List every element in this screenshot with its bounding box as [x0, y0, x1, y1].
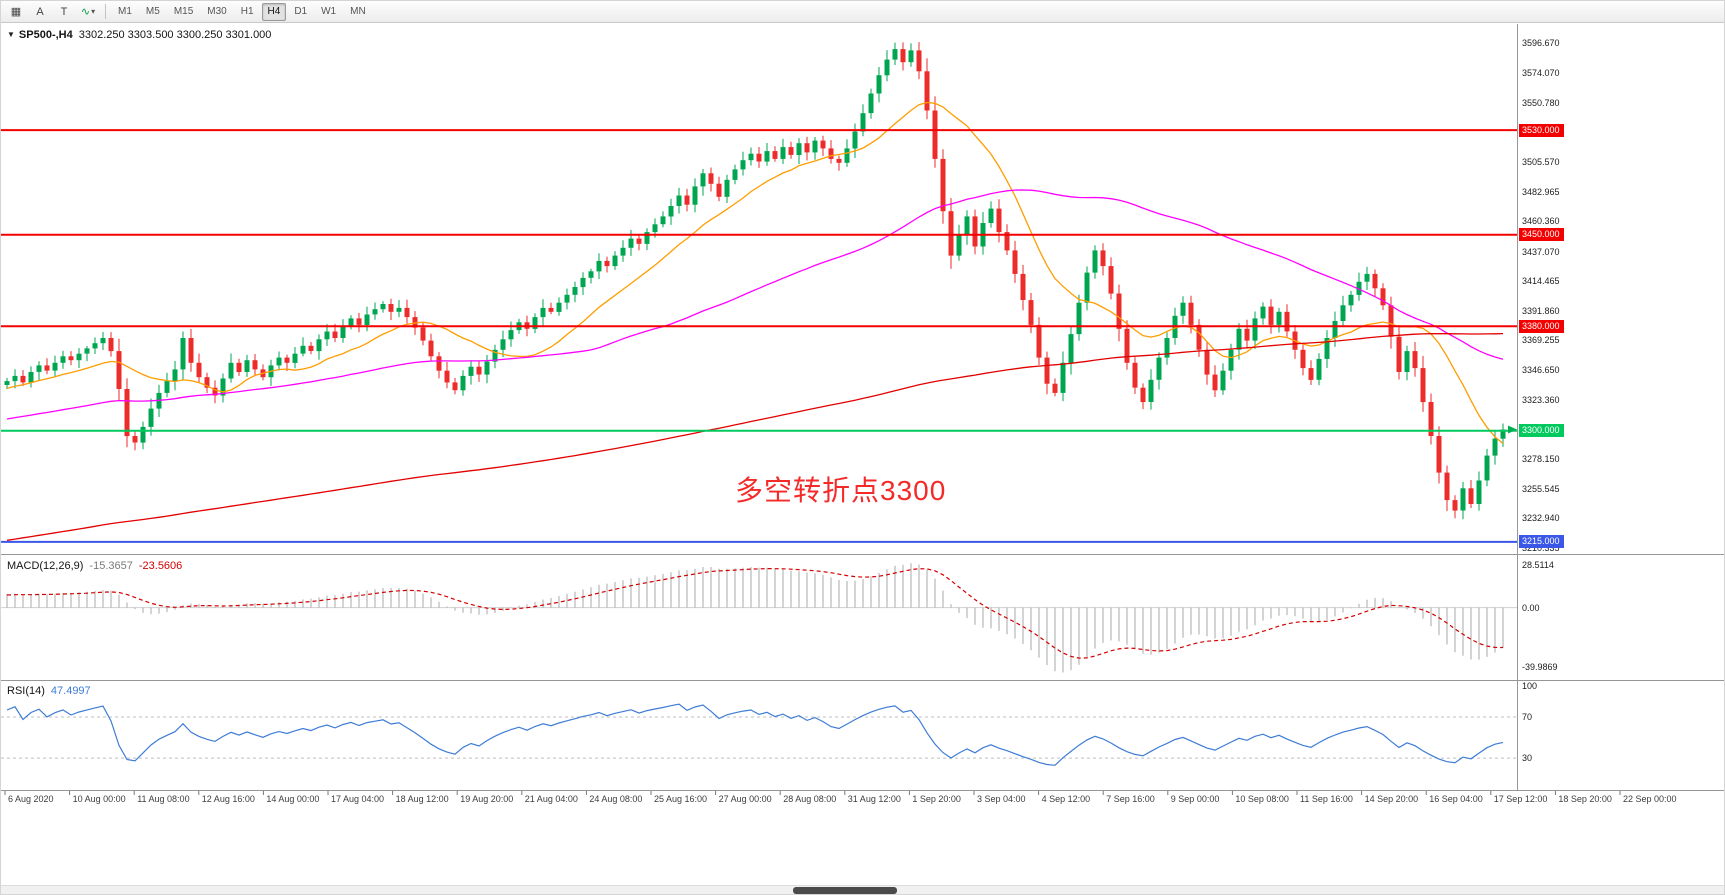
time-axis-label: 19 Aug 20:00	[460, 794, 514, 804]
rsi-axis-label: 100	[1522, 681, 1538, 692]
time-axis-label: 10 Sep 08:00	[1235, 794, 1289, 804]
price-tick-label: 3482.965	[1522, 186, 1560, 197]
moving-average-250	[6, 332, 1504, 541]
toolbar-tools: ▦ A T ∿ ▾	[4, 3, 100, 21]
price-tick-label: 3596.670	[1522, 38, 1560, 48]
rsi-panel	[1, 703, 1517, 766]
rsi-axis-label: 70	[1522, 711, 1533, 722]
moving-average-60	[6, 189, 1504, 420]
toolbar-separator	[105, 4, 106, 19]
macd-header: MACD(12,26,9) -15.3657 -23.5606	[7, 560, 182, 572]
time-axis-label: 11 Aug 08:00	[137, 794, 190, 804]
price-tick-label: 3346.650	[1522, 364, 1560, 375]
symbol-period-label: SP500-,H4	[18, 29, 73, 41]
toolbar: ▦ A T ∿ ▾ M1 M5 M15 M30 H1 H4 D1 W1 MN	[1, 1, 1724, 23]
price-tick-label: 3437.070	[1522, 246, 1560, 257]
time-axis-label: 18 Sep 20:00	[1558, 794, 1612, 804]
macd-axis-label: 0.00	[1522, 602, 1540, 613]
price-tick-label: 3232.940	[1522, 513, 1560, 524]
price-tick-label: 3574.070	[1522, 67, 1560, 78]
macd-signal-line	[6, 567, 1504, 659]
time-axis-label: 12 Aug 16:00	[201, 794, 255, 804]
time-axis-label: 17 Aug 04:00	[331, 794, 385, 804]
time-axis-label: 9 Sep 00:00	[1170, 794, 1220, 804]
rsi-header: RSI(14) 47.4997	[7, 685, 91, 697]
macd-panel	[1, 563, 1517, 673]
price-line-badge: 3380.000	[1519, 319, 1564, 333]
macd-axis-label: 28.5114	[1522, 560, 1554, 571]
time-axis-label: 31 Aug 12:00	[847, 794, 901, 804]
macd-label: MACD(12,26,9)	[7, 560, 84, 572]
time-axis-label: 18 Aug 12:00	[395, 794, 449, 804]
current-price-arrow	[1508, 425, 1517, 434]
macd-histogram	[6, 563, 1504, 673]
price-tick-label: 3460.360	[1522, 216, 1560, 227]
time-axis-label: 10 Aug 00:00	[72, 794, 126, 804]
timeframe-button-m1[interactable]: M1	[118, 6, 132, 17]
main-chart-header: ▼ SP500-,H4 3302.250 3303.500 3300.250 330…	[7, 29, 271, 41]
candles-down	[20, 42, 1474, 519]
rsi-axis-label: 30	[1522, 753, 1533, 764]
time-axis-label: 24 Aug 08:00	[589, 794, 643, 804]
time-axis-label: 17 Sep 12:00	[1493, 794, 1548, 804]
collapse-icon[interactable]: ▼	[7, 30, 15, 39]
price-tick-label: 3414.465	[1522, 276, 1560, 287]
price-tick-label: 3391.860	[1522, 305, 1560, 316]
time-axis-label: 16 Sep 04:00	[1429, 794, 1483, 804]
time-axis-label: 28 Aug 08:00	[783, 794, 837, 804]
toolbar-tool-indicators[interactable]: ∿ ▾	[80, 6, 96, 18]
macd-axis-label: -39.9869	[1522, 662, 1558, 673]
timeframe-button-m15[interactable]: M15	[173, 6, 194, 17]
main-price-panel	[4, 42, 1506, 541]
timeframe-button-h1[interactable]: H1	[240, 6, 254, 17]
rsi-line	[6, 703, 1504, 766]
price-tick-label: 3369.255	[1522, 335, 1560, 346]
toolbar-tool-text-object[interactable]: T	[60, 5, 68, 18]
price-line-badge: 3530.000	[1519, 123, 1564, 137]
rsi-label: RSI(14)	[7, 685, 45, 697]
price-tick-label: 3255.545	[1522, 483, 1560, 494]
macd-signal-value: -23.5606	[138, 560, 183, 572]
timeframe-button-d1[interactable]: D1	[294, 6, 308, 17]
toolbar-tool-chart-list[interactable]: ▦	[10, 6, 22, 18]
chevron-down-icon[interactable]: ▾	[91, 7, 96, 16]
timeframe-button-h4[interactable]: H4	[261, 2, 287, 21]
price-line-badge: 3450.000	[1519, 228, 1564, 242]
time-axis-label: 1 Sep 20:00	[912, 794, 961, 804]
ohlc-values: 3302.250 3303.500 3300.250 3301.000	[78, 29, 272, 41]
timeframe-button-m30[interactable]: M30	[207, 6, 227, 17]
time-axis-label: 14 Sep 20:00	[1364, 794, 1419, 804]
timeframe-button-w1[interactable]: W1	[321, 6, 337, 17]
toolbar-tool-text-label[interactable]: A	[36, 5, 44, 18]
time-axis-label: 25 Aug 16:00	[654, 794, 708, 804]
time-axis-label: 22 Sep 00:00	[1623, 794, 1677, 804]
timeframe-button-mn[interactable]: MN	[350, 6, 366, 17]
time-axis-label: 7 Sep 16:00	[1106, 794, 1155, 804]
time-axis-label: 3 Sep 04:00	[977, 794, 1026, 804]
macd-main-value: -15.3657	[89, 560, 133, 572]
price-tick-label: 3550.780	[1522, 97, 1560, 108]
candles-up	[4, 42, 1506, 520]
price-tick-label: 3323.360	[1522, 395, 1560, 406]
rsi-value: 47.4997	[50, 685, 91, 697]
time-axis-label: 6 Aug 2020	[8, 794, 54, 804]
time-axis-label: 14 Aug 00:00	[266, 794, 320, 804]
price-line-badge: 3215.000	[1519, 535, 1564, 549]
time-axis-label: 4 Sep 12:00	[1041, 794, 1091, 804]
time-axis-label: 21 Aug 04:00	[524, 794, 578, 804]
timeframe-buttons: M1 M5 M15 M30 H1 H4 D1 W1 MN	[111, 2, 373, 21]
price-line-badge: 3300.000	[1519, 424, 1564, 438]
horizontal-scrollbar-thumb[interactable]	[793, 887, 897, 894]
time-axis-label: 11 Sep 16:00	[1300, 794, 1353, 804]
chart-text-annotation[interactable]: 多空转折点3300	[735, 475, 947, 506]
price-tick-label: 3278.150	[1522, 454, 1560, 465]
price-tick-label: 3505.570	[1522, 157, 1560, 168]
time-axis-label: 27 Aug 00:00	[718, 794, 772, 804]
timeframe-button-m5[interactable]: M5	[145, 6, 160, 17]
